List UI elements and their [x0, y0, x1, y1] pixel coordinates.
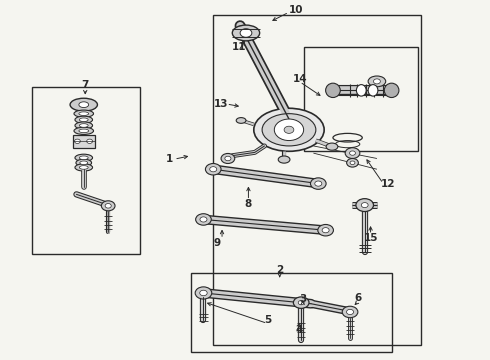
Ellipse shape	[75, 154, 93, 161]
Bar	[304, 47, 418, 151]
Ellipse shape	[368, 76, 386, 87]
Text: 8: 8	[245, 199, 252, 210]
Ellipse shape	[79, 156, 88, 159]
Ellipse shape	[196, 214, 211, 225]
Ellipse shape	[75, 122, 93, 129]
Ellipse shape	[262, 114, 316, 146]
Ellipse shape	[76, 159, 92, 166]
Ellipse shape	[79, 166, 88, 169]
Text: 12: 12	[381, 179, 395, 189]
Ellipse shape	[368, 85, 378, 96]
Ellipse shape	[342, 306, 358, 318]
Ellipse shape	[205, 163, 221, 175]
Ellipse shape	[105, 203, 111, 208]
Ellipse shape	[225, 156, 231, 161]
Text: 6: 6	[355, 293, 362, 303]
Text: 2: 2	[276, 265, 283, 275]
Ellipse shape	[74, 127, 94, 134]
Text: 7: 7	[81, 80, 89, 90]
Text: 3: 3	[299, 294, 306, 305]
Text: 11: 11	[231, 42, 246, 52]
Ellipse shape	[298, 301, 304, 305]
Ellipse shape	[101, 201, 115, 211]
Ellipse shape	[373, 79, 380, 84]
Ellipse shape	[200, 290, 207, 296]
Ellipse shape	[79, 102, 89, 108]
Text: 10: 10	[289, 5, 303, 15]
Ellipse shape	[74, 110, 94, 117]
Bar	[191, 273, 392, 352]
Ellipse shape	[75, 164, 93, 171]
Ellipse shape	[346, 309, 354, 315]
Ellipse shape	[278, 156, 290, 163]
Ellipse shape	[284, 126, 294, 134]
Ellipse shape	[322, 228, 329, 233]
Bar	[32, 87, 140, 253]
Ellipse shape	[326, 143, 338, 150]
Bar	[213, 15, 421, 345]
Ellipse shape	[70, 98, 98, 111]
Text: 14: 14	[293, 74, 307, 84]
Ellipse shape	[350, 161, 355, 165]
Ellipse shape	[221, 153, 235, 163]
Ellipse shape	[254, 108, 324, 151]
Ellipse shape	[346, 158, 358, 167]
Ellipse shape	[311, 178, 326, 189]
Ellipse shape	[75, 116, 93, 123]
Ellipse shape	[274, 119, 304, 140]
Text: 5: 5	[264, 315, 271, 325]
Ellipse shape	[232, 25, 260, 41]
Ellipse shape	[361, 203, 368, 208]
Ellipse shape	[240, 29, 252, 37]
Text: 1: 1	[166, 154, 173, 164]
Ellipse shape	[384, 83, 399, 98]
Ellipse shape	[80, 161, 88, 165]
Text: 13: 13	[213, 99, 228, 109]
Ellipse shape	[356, 199, 373, 212]
Text: 15: 15	[363, 233, 378, 243]
Ellipse shape	[356, 85, 366, 96]
Ellipse shape	[79, 112, 89, 116]
Ellipse shape	[315, 181, 322, 186]
Ellipse shape	[200, 217, 207, 222]
Ellipse shape	[349, 151, 355, 155]
Ellipse shape	[345, 148, 360, 158]
Ellipse shape	[236, 118, 246, 123]
Text: 9: 9	[214, 238, 220, 248]
Bar	[73, 135, 95, 148]
Ellipse shape	[195, 287, 212, 299]
Text: 4: 4	[295, 325, 302, 334]
Ellipse shape	[294, 297, 309, 309]
Ellipse shape	[318, 225, 333, 236]
Ellipse shape	[79, 129, 89, 133]
Ellipse shape	[79, 118, 88, 122]
Ellipse shape	[326, 83, 340, 98]
Ellipse shape	[74, 139, 80, 143]
Ellipse shape	[87, 139, 93, 143]
Ellipse shape	[210, 167, 217, 172]
Ellipse shape	[79, 124, 88, 127]
